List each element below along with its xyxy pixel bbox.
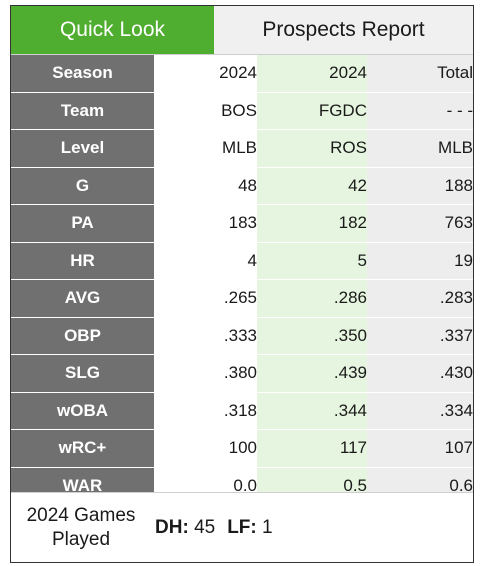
- cell-2024-actual: BOS: [154, 92, 257, 130]
- cell-2024-projection: .344: [257, 392, 367, 430]
- table-row-level: Level MLB ROS MLB: [11, 129, 473, 168]
- cell-total: .334: [367, 392, 473, 430]
- cell-total: - - -: [367, 92, 473, 130]
- cell-total: 19: [367, 242, 473, 280]
- row-label: Team: [11, 92, 154, 130]
- table-row-slg: SLG .380 .439 .430: [11, 354, 473, 393]
- cell-total: .337: [367, 317, 473, 355]
- table-row-team: Team BOS FGDC - - -: [11, 92, 473, 130]
- tab-bar: Quick Look Prospects Report: [11, 6, 473, 55]
- cell-2024-projection: 2024: [257, 55, 367, 93]
- cell-total: .283: [367, 279, 473, 318]
- row-label: wRC+: [11, 429, 154, 468]
- row-label: PA: [11, 204, 154, 243]
- cell-2024-actual: .265: [154, 279, 257, 318]
- position-count: 45: [194, 516, 216, 538]
- games-played-label: 2024 Games Played: [26, 504, 136, 550]
- cell-total: 188: [367, 167, 473, 205]
- row-label: G: [11, 167, 154, 205]
- cell-total: .430: [367, 354, 473, 393]
- table-row-wrc-plus: wRC+ 100 117 107: [11, 429, 473, 468]
- cell-2024-projection: FGDC: [257, 92, 367, 130]
- games-played-footer: 2024 Games Played DH: 45 LF: 1: [11, 492, 473, 562]
- cell-2024-actual: 100: [154, 429, 257, 468]
- tab-prospects-report[interactable]: Prospects Report: [214, 6, 473, 54]
- position-games-lf: LF: 1: [227, 517, 272, 539]
- cell-2024-actual: 4: [154, 242, 257, 280]
- cell-2024-projection: .350: [257, 317, 367, 355]
- cell-2024-actual: .380: [154, 354, 257, 393]
- cell-total: Total: [367, 55, 473, 93]
- table-row-season: Season 2024 2024 Total: [11, 55, 473, 93]
- cell-2024-projection: 117: [257, 429, 367, 468]
- table-row-avg: AVG .265 .286 .283: [11, 279, 473, 318]
- cell-2024-actual: MLB: [154, 129, 257, 168]
- row-label: HR: [11, 242, 154, 280]
- position-count: 1: [262, 516, 273, 538]
- cell-total: MLB: [367, 129, 473, 168]
- cell-2024-actual: 48: [154, 167, 257, 205]
- player-stats-card: Quick Look Prospects Report Season 2024 …: [10, 5, 474, 563]
- cell-total: 107: [367, 429, 473, 468]
- row-label: OBP: [11, 317, 154, 355]
- position-label: DH:: [155, 516, 189, 538]
- cell-2024-actual: .318: [154, 392, 257, 430]
- table-row-pa: PA 183 182 763: [11, 204, 473, 243]
- cell-2024-projection: .286: [257, 279, 367, 318]
- table-row-games: G 48 42 188: [11, 167, 473, 205]
- cell-2024-projection: .439: [257, 354, 367, 393]
- cell-total: 763: [367, 204, 473, 243]
- stats-table: Season 2024 2024 Total Team BOS FGDC - -…: [11, 55, 473, 505]
- cell-2024-projection: 5: [257, 242, 367, 280]
- table-row-obp: OBP .333 .350 .337: [11, 317, 473, 355]
- row-label: Season: [11, 55, 154, 93]
- table-row-hr: HR 4 5 19: [11, 242, 473, 280]
- cell-2024-actual: 183: [154, 204, 257, 243]
- row-label: AVG: [11, 279, 154, 318]
- position-label: LF:: [227, 516, 257, 538]
- cell-2024-actual: 2024: [154, 55, 257, 93]
- cell-2024-actual: .333: [154, 317, 257, 355]
- cell-2024-projection: 42: [257, 167, 367, 205]
- cell-2024-projection: ROS: [257, 129, 367, 168]
- row-label: SLG: [11, 354, 154, 393]
- tab-quick-look[interactable]: Quick Look: [11, 6, 214, 54]
- table-row-woba: wOBA .318 .344 .334: [11, 392, 473, 430]
- row-label: wOBA: [11, 392, 154, 430]
- cell-2024-projection: 182: [257, 204, 367, 243]
- position-games-dh: DH: 45: [155, 517, 215, 539]
- row-label: Level: [11, 129, 154, 168]
